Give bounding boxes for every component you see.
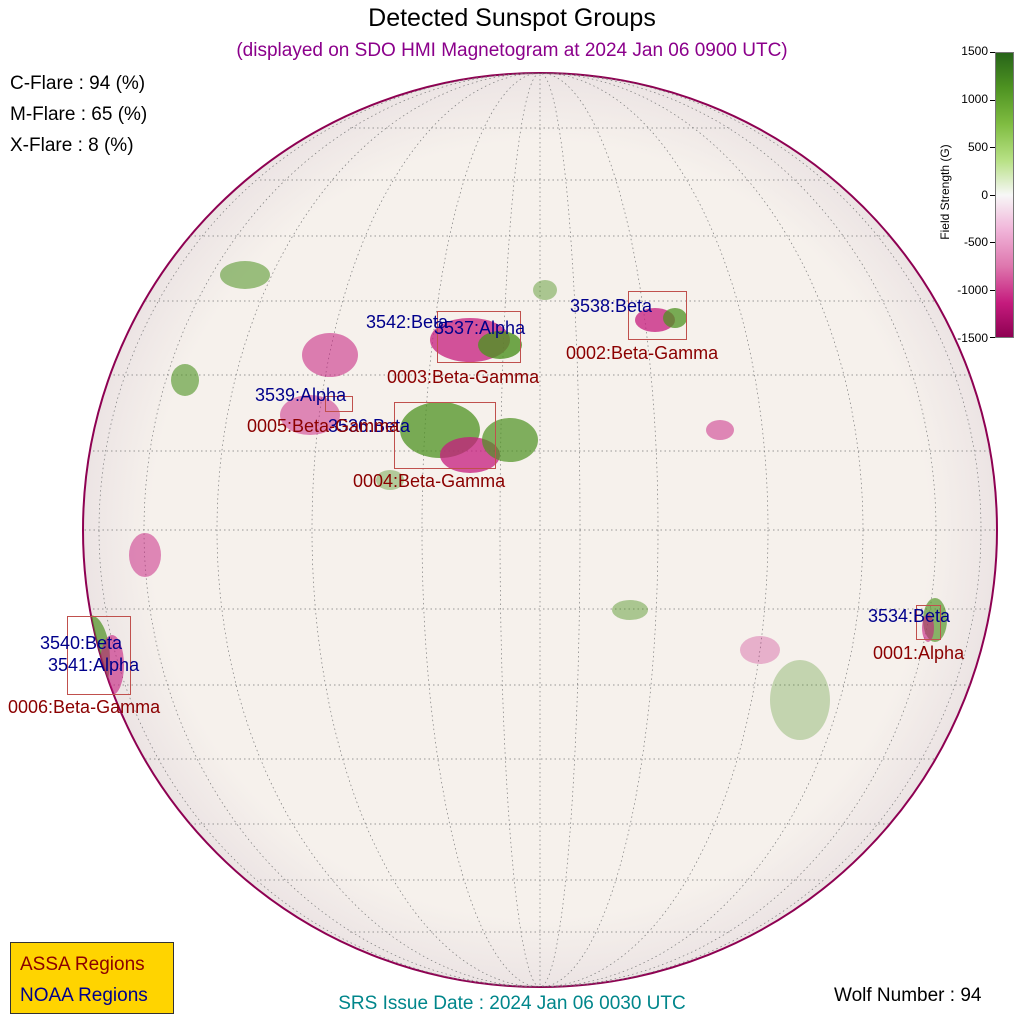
- noaa-label-3537: 3537:Alpha: [434, 318, 526, 338]
- noaa-label-3542: 3542:Beta: [366, 312, 449, 332]
- assa-label-0003: 0003:Beta-Gamma: [387, 367, 540, 387]
- colorbar-tickmark: [990, 195, 995, 196]
- region-box-0004: [394, 402, 496, 469]
- c-flare-probability: C-Flare : 94 (%): [10, 73, 146, 94]
- colorbar-tickmark: [990, 337, 995, 338]
- colorbar-tickmark: [990, 290, 995, 291]
- region-box-0005: [325, 396, 353, 412]
- colorbar-tickmark: [990, 100, 995, 101]
- colorbar-tick: -500: [963, 235, 988, 249]
- region-box-0006: [67, 616, 131, 695]
- noaa-label-3536: 3536:Beta: [328, 416, 411, 436]
- noaa-label-3538: 3538:Beta: [570, 296, 653, 316]
- assa-label-0006: 0006:Beta-Gamma: [8, 697, 161, 717]
- colorbar-tick: 1000: [961, 92, 988, 106]
- assa-label-0001: 0001:Alpha: [873, 643, 965, 663]
- region-box-0003: [437, 311, 521, 363]
- colorbar-tickmark: [990, 242, 995, 243]
- noaa-label-3540: 3540:Beta: [40, 633, 123, 653]
- coordinate-grid: [83, 73, 997, 987]
- region-legend: [10, 942, 174, 1014]
- colorbar-tick: -1000: [957, 283, 988, 297]
- colorbar-tick: 500: [967, 140, 988, 154]
- chart-title: Detected Sunspot Groups: [368, 4, 656, 32]
- x-flare-probability: X-Flare : 8 (%): [10, 135, 134, 156]
- legend-noaa-regions: NOAA Regions: [20, 985, 148, 1006]
- m-flare-probability: M-Flare : 65 (%): [10, 104, 148, 125]
- colorbar-tick: -1500: [957, 331, 988, 345]
- assa-label-0005: 0005:Beta-Gamma: [247, 416, 400, 436]
- noaa-label-3534: 3534:Beta: [868, 606, 951, 626]
- assa-label-0004: 0004:Beta-Gamma: [353, 471, 506, 491]
- legend-assa-regions: ASSA Regions: [20, 954, 145, 975]
- noaa-label-3539: 3539:Alpha: [255, 385, 347, 405]
- chart-subtitle: (displayed on SDO HMI Magnetogram at 202…: [236, 40, 788, 61]
- srs-issue-date: SRS Issue Date : 2024 Jan 06 0030 UTC: [338, 993, 686, 1014]
- field-strength-colorbar: [995, 52, 1014, 338]
- colorbar-tick: 0: [981, 188, 988, 202]
- region-box-0002: [628, 291, 687, 340]
- colorbar-label: Field Strength (G): [938, 144, 952, 240]
- wolf-number: Wolf Number : 94: [834, 985, 982, 1006]
- colorbar-tickmark: [990, 52, 995, 53]
- noaa-label-3541: 3541:Alpha: [48, 655, 140, 675]
- assa-label-0002: 0002:Beta-Gamma: [566, 343, 719, 363]
- colorbar-tick: 1500: [961, 44, 988, 58]
- colorbar-tickmark: [990, 147, 995, 148]
- region-box-0001: [916, 605, 941, 640]
